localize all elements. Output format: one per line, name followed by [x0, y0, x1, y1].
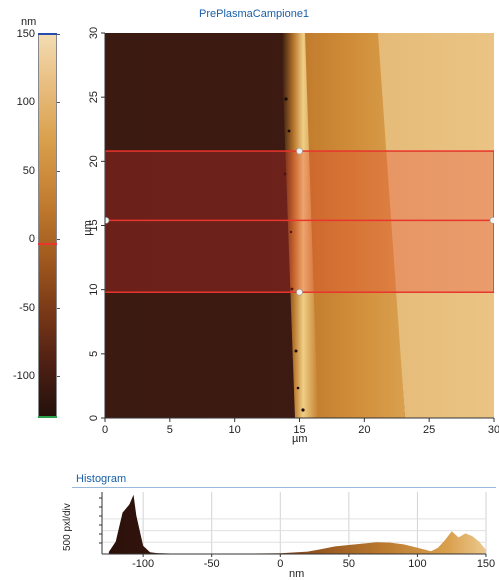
- y-axis-unit: µm: [81, 220, 94, 236]
- colorbar-tick-label: 50: [22, 164, 35, 177]
- colorbar-tick: [57, 170, 60, 172]
- colorbar-tick-label: 100: [16, 96, 35, 109]
- histogram-title: Histogram: [76, 473, 127, 485]
- x-axis-tick-label: 15: [293, 424, 305, 436]
- colorbar-tick-label: -100: [12, 369, 35, 382]
- colorbar-tick: [57, 239, 60, 241]
- x-axis-tick-label: 0: [102, 424, 108, 436]
- edge-defects: [283, 97, 305, 412]
- selection-left-handle[interactable]: [105, 217, 110, 224]
- histogram-y-label: 500 pxl/div: [62, 503, 73, 551]
- colorbar-top-cap: [38, 33, 57, 35]
- top-layer-region: [378, 33, 494, 418]
- x-axis-tick-label: 10: [229, 424, 241, 436]
- selection-right-handle[interactable]: [489, 217, 494, 224]
- colorbar-bottom-cap: [38, 416, 57, 418]
- colorbar-tick: [57, 307, 60, 309]
- colorbar: [38, 34, 57, 417]
- histogram-x-tick-label: 0: [277, 558, 283, 570]
- selection-top-handle[interactable]: [296, 147, 303, 155]
- y-axis-tick-label: 20: [88, 155, 100, 167]
- histogram-x-tick-label: 50: [343, 558, 355, 570]
- y-axis-tick-label: 15: [88, 219, 100, 231]
- x-axis-tick-label: 25: [423, 424, 435, 436]
- colorbar-tick-label: -50: [19, 301, 35, 314]
- colorbar-tick: [57, 102, 60, 104]
- colorbar-tick-label: 0: [28, 233, 35, 246]
- y-axis-tick-label: 10: [88, 284, 100, 296]
- selection-bottom-handle[interactable]: [296, 288, 303, 296]
- x-axis-unit: µm: [292, 433, 308, 445]
- y-axis-tick-label: 30: [88, 27, 100, 39]
- y-axis-tick-label: 25: [88, 91, 100, 103]
- colorbar-unit: nm: [21, 16, 37, 28]
- colorbar-tick: [57, 375, 60, 377]
- histogram-area: [108, 494, 486, 554]
- image-title: PrePlasmaCampione1: [199, 8, 310, 20]
- selection-overlay[interactable]: [105, 147, 494, 296]
- x-axis-tick-label: 30: [488, 424, 499, 436]
- histogram-x-tick-label: -50: [204, 558, 220, 570]
- step-edge: [281, 33, 318, 418]
- film-region: [300, 33, 405, 418]
- histogram-x-tick-label: 100: [408, 558, 426, 570]
- colorbar-tick: [57, 34, 60, 35]
- colorbar-zero-marker[interactable]: [38, 243, 57, 245]
- histogram-x-label: nm: [289, 568, 305, 580]
- y-axis-tick-label: 5: [88, 351, 100, 357]
- histogram-x-tick-label: -100: [132, 558, 154, 570]
- histogram-x-tick-label: 150: [477, 558, 495, 570]
- x-axis-tick-label: 20: [358, 424, 370, 436]
- x-axis-tick-label: 5: [167, 424, 173, 436]
- y-axis-tick-label: 0: [88, 415, 100, 421]
- colorbar-tick-label: 150: [16, 28, 35, 40]
- histogram-title-underline: [72, 487, 496, 488]
- histogram-plot[interactable]: -100 -50 0 50 100 150: [60, 488, 499, 579]
- image-axes: 0 5 10 15 20 25 30 30 25 20 15 10 5 0: [88, 27, 499, 436]
- afm-image[interactable]: [105, 33, 494, 418]
